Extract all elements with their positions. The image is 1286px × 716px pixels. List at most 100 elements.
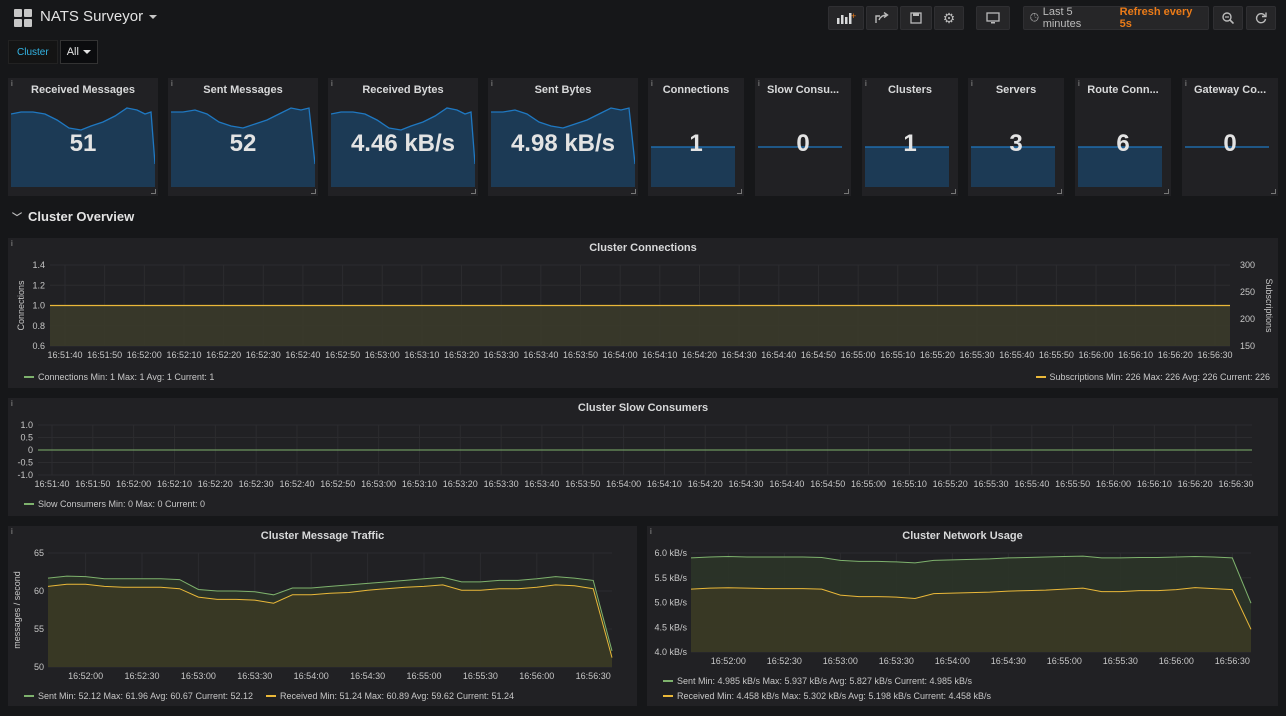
info-icon[interactable]: i xyxy=(1185,79,1187,88)
sparkline xyxy=(1078,146,1162,187)
info-icon[interactable]: i xyxy=(11,79,13,88)
cluster-variable-label: Cluster xyxy=(8,40,58,64)
panel-title[interactable]: Cluster Network Usage xyxy=(902,530,1023,542)
stat-title[interactable]: Received Messages xyxy=(31,84,135,96)
y-tick-label: 1.0 xyxy=(20,420,33,430)
legend-swatch xyxy=(663,695,673,697)
resize-handle[interactable] xyxy=(951,189,956,194)
x-tick-label: 16:56:00 xyxy=(1159,656,1194,666)
settings-button[interactable]: ⚙ xyxy=(934,6,964,30)
x-tick-label: 16:56:30 xyxy=(1197,350,1232,360)
info-icon[interactable]: i xyxy=(971,79,973,88)
x-tick-label: 16:54:30 xyxy=(991,656,1026,666)
stat-value: 1 xyxy=(689,130,703,157)
clock-icon: 🕒︎ xyxy=(1030,11,1039,24)
y-tick-label: 5.0 kB/s xyxy=(654,598,687,608)
legend-received[interactable]: Received Min: 4.458 kB/s Max: 5.302 kB/s… xyxy=(663,691,991,701)
add-panel-button[interactable]: + xyxy=(828,6,864,30)
time-picker-button[interactable]: 🕒︎ Last 5 minutes Refresh every 5s xyxy=(1023,6,1209,30)
x-tick-label: 16:53:40 xyxy=(524,479,559,489)
save-dashboard-button[interactable] xyxy=(900,6,932,30)
view-mode-button[interactable] xyxy=(976,6,1010,30)
x-tick-label: 16:56:30 xyxy=(1218,479,1253,489)
cluster-network-usage-panel: i Cluster Network Usage 6.0 kB/s 5.5 kB/s… xyxy=(647,526,1278,706)
x-tick-label: 16:53:30 xyxy=(879,656,914,666)
series-line-received xyxy=(690,587,1252,630)
series-line-sent xyxy=(47,575,613,652)
resize-handle[interactable] xyxy=(471,189,476,194)
panel-title[interactable]: Cluster Message Traffic xyxy=(260,530,385,542)
info-icon[interactable]: i xyxy=(651,79,653,88)
sparkline xyxy=(758,146,842,148)
resize-handle[interactable] xyxy=(631,189,636,194)
resize-handle[interactable] xyxy=(737,189,742,194)
sparkline xyxy=(331,107,475,187)
dashboard-title-dropdown[interactable]: NATS Surveyor xyxy=(40,8,158,25)
info-icon[interactable]: i xyxy=(331,79,333,88)
resize-handle[interactable] xyxy=(1057,189,1062,194)
info-icon[interactable]: i xyxy=(758,79,760,88)
stat-title[interactable]: Sent Bytes xyxy=(534,84,592,96)
info-icon[interactable]: i xyxy=(11,399,13,408)
x-tick-label: 16:55:40 xyxy=(1014,479,1049,489)
y-tick-label: 55 xyxy=(34,624,44,634)
resize-handle[interactable] xyxy=(1271,189,1276,194)
resize-handle[interactable] xyxy=(151,189,156,194)
info-icon[interactable]: i xyxy=(1078,79,1080,88)
legend-swatch xyxy=(24,695,34,697)
panel-title[interactable]: Cluster Connections xyxy=(589,242,697,254)
refresh-button[interactable] xyxy=(1246,6,1276,30)
x-tick-label: 16:53:10 xyxy=(402,479,437,489)
legend-slow-consumers[interactable]: Slow Consumers Min: 0 Max: 0 Current: 0 xyxy=(24,499,205,509)
x-tick-label: 16:52:50 xyxy=(325,350,360,360)
cluster-variable-select[interactable]: All xyxy=(59,40,98,64)
legend-swatch xyxy=(1035,376,1046,378)
cluster-connections-chart: 1.4 1.2 1.0 0.8 0.6 300 250 200 150 16:51:40 16:51… xyxy=(16,260,1274,360)
stat-title[interactable]: Servers xyxy=(995,84,1037,96)
stat-title[interactable]: Gateway Co... xyxy=(1194,84,1267,96)
info-icon[interactable]: i xyxy=(650,527,652,536)
x-tick-label: 16:52:20 xyxy=(206,350,241,360)
info-icon[interactable]: i xyxy=(171,79,173,88)
legend-received[interactable]: Received Min: 51.24 Max: 60.89 Avg: 59.6… xyxy=(266,691,514,701)
legend-connections[interactable]: Connections Min: 1 Max: 1 Avg: 1 Current… xyxy=(24,372,214,382)
panel-title[interactable]: Cluster Slow Consumers xyxy=(577,402,709,414)
info-icon[interactable]: i xyxy=(865,79,867,88)
x-tick-label: 16:52:50 xyxy=(320,479,355,489)
sparkline xyxy=(971,146,1055,187)
x-tick-label: 16:55:30 xyxy=(974,479,1009,489)
cluster-connections-panel: i Cluster Connections 1.4 1.2 1.0 0.8 0.6 300… xyxy=(8,238,1278,388)
stat-value: 0 xyxy=(796,130,810,157)
stat-title[interactable]: Connections xyxy=(662,84,730,96)
stat-panel: i Sent Bytes 4.98 kB/s xyxy=(488,78,638,196)
stat-title[interactable]: Slow Consu... xyxy=(767,84,840,96)
info-icon[interactable]: i xyxy=(11,527,13,536)
share-button[interactable] xyxy=(866,6,898,30)
x-tick-label: 16:53:00 xyxy=(361,479,396,489)
stat-value: 1 xyxy=(903,130,917,157)
stat-title[interactable]: Sent Messages xyxy=(203,84,283,96)
x-tick-label: 16:52:00 xyxy=(68,671,103,681)
legend-sent[interactable]: Sent Min: 4.985 kB/s Max: 5.937 kB/s Avg… xyxy=(663,676,972,686)
info-icon[interactable]: i xyxy=(11,239,13,248)
x-tick-label: 16:51:40 xyxy=(47,350,82,360)
zoom-out-button[interactable] xyxy=(1213,6,1243,30)
resize-handle[interactable] xyxy=(1164,189,1169,194)
x-tick-label: 16:54:00 xyxy=(294,671,329,681)
legend-subscriptions[interactable]: Subscriptions Min: 226 Max: 226 Avg: 226… xyxy=(1035,372,1270,382)
legend-sent[interactable]: Sent Min: 52.12 Max: 61.96 Avg: 60.67 Cu… xyxy=(24,691,253,701)
row-cluster-overview[interactable]: ﹀ Cluster Overview xyxy=(12,209,134,224)
stat-panel: i Received Messages 51 xyxy=(8,78,158,196)
x-tick-label: 16:55:00 xyxy=(1047,656,1082,666)
info-icon[interactable]: i xyxy=(491,79,493,88)
dashboards-grid-icon[interactable] xyxy=(14,9,32,27)
stat-title[interactable]: Received Bytes xyxy=(362,84,444,96)
stat-title[interactable]: Route Conn... xyxy=(1087,84,1159,96)
y-axis-label: Connections xyxy=(16,280,26,331)
refresh-icon xyxy=(1255,12,1267,24)
resize-handle[interactable] xyxy=(311,189,316,194)
x-tick-label: 16:52:00 xyxy=(116,479,151,489)
y-tick-label: 0.6 xyxy=(32,341,45,351)
stat-title[interactable]: Clusters xyxy=(887,84,933,96)
resize-handle[interactable] xyxy=(844,189,849,194)
